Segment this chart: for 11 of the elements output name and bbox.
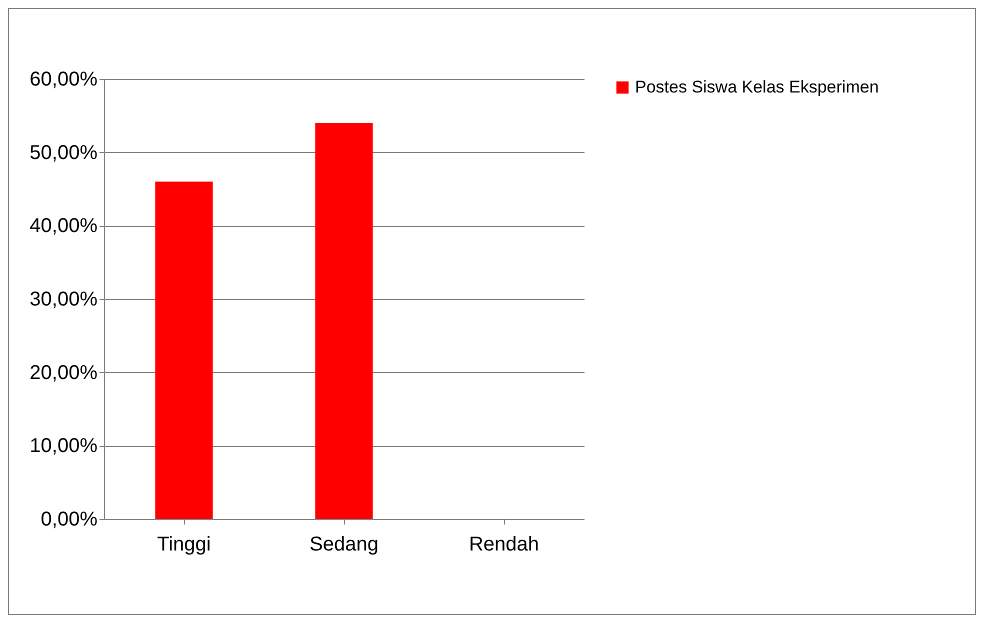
- x-tick-label: Rendah: [468, 534, 540, 556]
- y-tick-label: 10,00%: [30, 435, 98, 458]
- x-tick-label: Tinggi: [157, 534, 211, 556]
- y-tick-label: 60,00%: [30, 68, 98, 90]
- y-tick-label: 0,00%: [40, 508, 98, 530]
- y-tick-label: 20,00%: [30, 362, 98, 384]
- x-tick-label: Sedang: [310, 534, 378, 556]
- legend-label: Postes Siswa Kelas Eksperimen: [635, 78, 879, 96]
- y-tick-label: 30,00%: [30, 288, 98, 310]
- y-tick-label: 50,00%: [30, 142, 98, 164]
- y-tick-label: 40,00%: [30, 215, 98, 238]
